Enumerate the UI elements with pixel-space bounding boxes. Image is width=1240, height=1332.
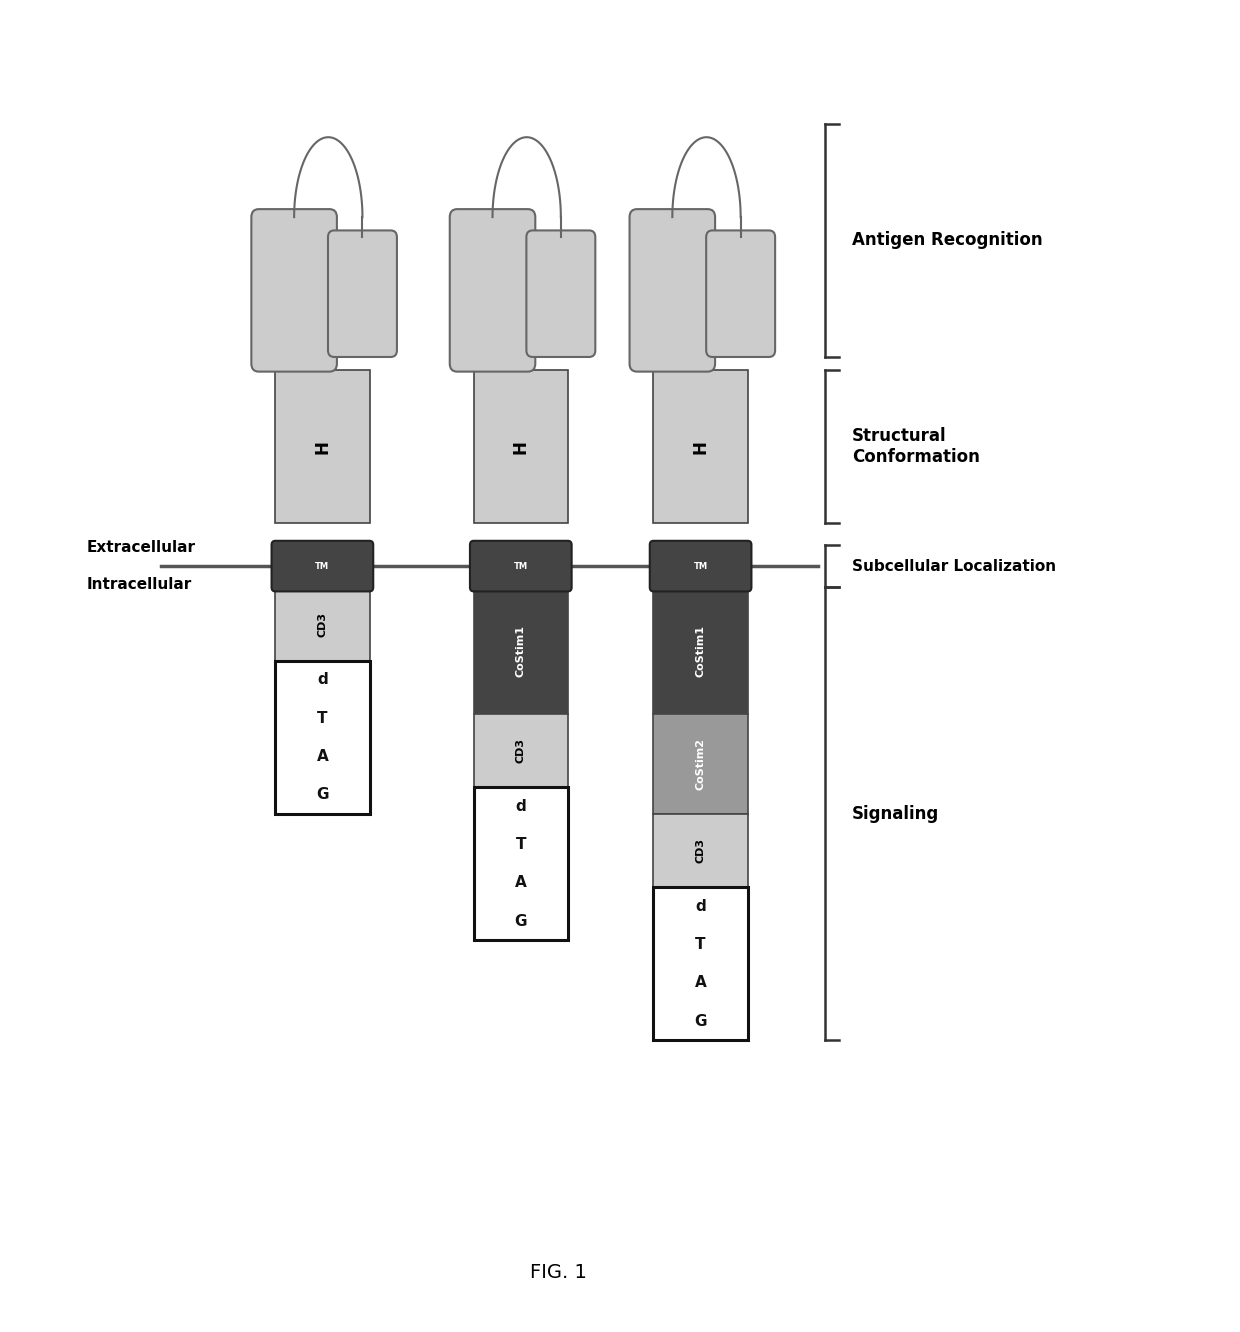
Text: G: G xyxy=(515,914,527,928)
Bar xyxy=(474,787,568,940)
Text: CD3: CD3 xyxy=(516,738,526,763)
Text: TM: TM xyxy=(513,562,528,570)
FancyBboxPatch shape xyxy=(526,230,595,357)
Text: A: A xyxy=(515,875,527,891)
Text: Subcellular Localization: Subcellular Localization xyxy=(852,558,1056,574)
Text: A: A xyxy=(316,749,329,765)
Text: CD3: CD3 xyxy=(317,611,327,637)
Text: A: A xyxy=(694,975,707,991)
Bar xyxy=(275,587,370,661)
Text: d: d xyxy=(317,673,327,687)
Text: G: G xyxy=(316,787,329,802)
Text: TM: TM xyxy=(693,562,708,570)
Bar xyxy=(474,714,568,787)
Text: CoStim2: CoStim2 xyxy=(696,738,706,790)
FancyBboxPatch shape xyxy=(630,209,715,372)
Bar xyxy=(474,370,568,523)
Bar xyxy=(653,370,748,523)
Text: Antigen Recognition: Antigen Recognition xyxy=(852,232,1043,249)
FancyBboxPatch shape xyxy=(327,230,397,357)
Bar xyxy=(653,587,748,714)
Bar xyxy=(474,587,568,714)
Text: CoStim1: CoStim1 xyxy=(516,625,526,677)
FancyBboxPatch shape xyxy=(450,209,536,372)
Text: H: H xyxy=(512,440,529,454)
Text: T: T xyxy=(696,936,706,952)
Text: T: T xyxy=(516,836,526,852)
Text: Intracellular: Intracellular xyxy=(87,577,192,591)
Text: TM: TM xyxy=(315,562,330,570)
Text: H: H xyxy=(314,440,331,454)
Text: G: G xyxy=(694,1014,707,1028)
Text: d: d xyxy=(696,899,706,914)
FancyBboxPatch shape xyxy=(252,209,337,372)
Text: Extracellular: Extracellular xyxy=(87,541,196,555)
Bar xyxy=(653,814,748,887)
Text: H: H xyxy=(692,440,709,454)
Bar xyxy=(275,370,370,523)
FancyBboxPatch shape xyxy=(650,541,751,591)
Bar xyxy=(275,661,370,814)
Text: FIG. 1: FIG. 1 xyxy=(529,1263,587,1281)
FancyBboxPatch shape xyxy=(470,541,572,591)
FancyBboxPatch shape xyxy=(706,230,775,357)
Bar xyxy=(653,714,748,814)
Text: T: T xyxy=(317,710,327,726)
Bar xyxy=(653,887,748,1040)
Text: CoStim1: CoStim1 xyxy=(696,625,706,677)
Text: Structural
Conformation: Structural Conformation xyxy=(852,428,980,466)
FancyBboxPatch shape xyxy=(272,541,373,591)
Text: Signaling: Signaling xyxy=(852,805,939,823)
Text: d: d xyxy=(516,799,526,814)
Text: CD3: CD3 xyxy=(696,838,706,863)
